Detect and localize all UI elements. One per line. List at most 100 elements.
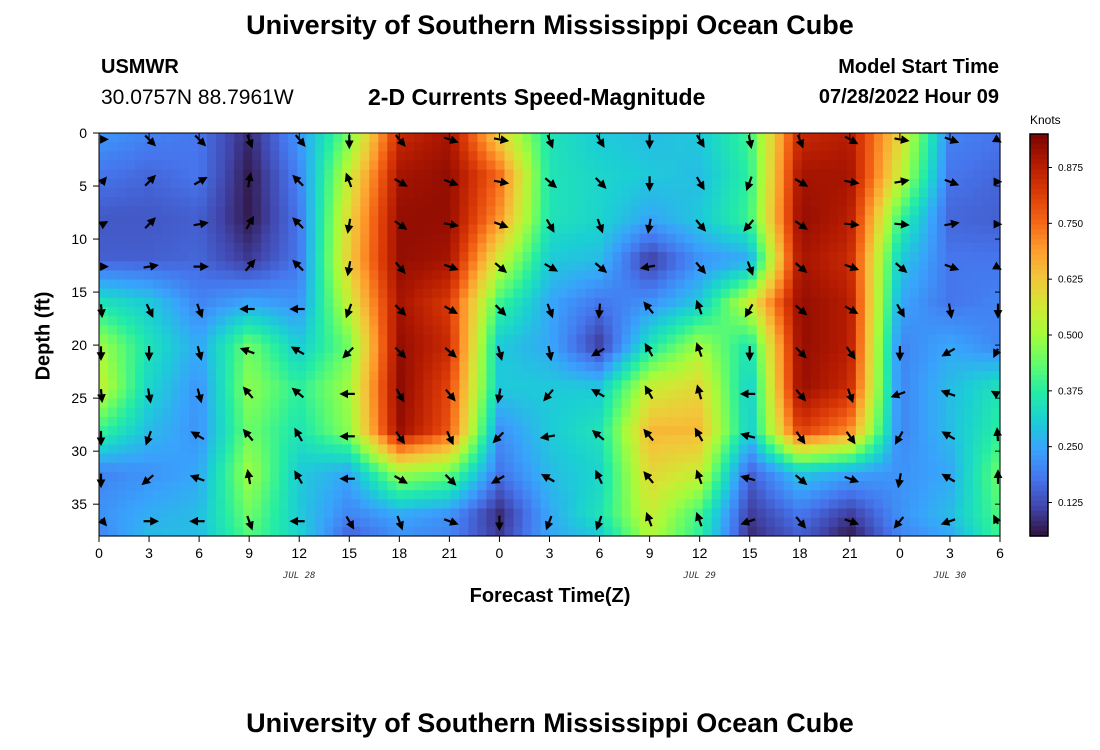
- heatmap-cell: [558, 462, 569, 473]
- heatmap-cell: [675, 160, 686, 171]
- heatmap-cell: [171, 416, 181, 427]
- heatmap-cell: [342, 288, 352, 299]
- heatmap-cell: [900, 352, 911, 363]
- heatmap-cell: [288, 325, 298, 336]
- heatmap-cell: [396, 407, 406, 418]
- current-arrow: [294, 470, 303, 485]
- heatmap-cells: [99, 133, 1001, 537]
- heatmap-cell: [783, 307, 794, 317]
- heatmap-cell: [207, 233, 217, 244]
- heatmap-cell: [765, 435, 776, 446]
- heatmap-cell: [396, 270, 406, 281]
- heatmap-cell: [837, 169, 848, 180]
- heatmap-cell: [693, 517, 704, 528]
- heatmap-cell: [810, 389, 821, 400]
- heatmap-cell: [135, 224, 145, 235]
- current-arrow: [643, 471, 654, 484]
- heatmap-cell: [594, 508, 605, 519]
- heatmap-cell: [900, 169, 911, 180]
- heatmap-cell: [387, 490, 397, 500]
- heatmap-cell: [531, 508, 542, 519]
- heatmap-cell: [468, 288, 479, 299]
- heatmap-cell: [909, 151, 920, 162]
- heatmap-cell: [774, 233, 785, 244]
- colorbar-swatch: [1030, 134, 1048, 140]
- heatmap-cell: [396, 187, 406, 198]
- heatmap-cell: [333, 490, 343, 500]
- heatmap-cell: [513, 224, 524, 235]
- heatmap-cell: [216, 407, 226, 418]
- heatmap-cell: [756, 352, 767, 363]
- heatmap-cell: [342, 224, 352, 235]
- heatmap-cell: [225, 435, 235, 446]
- heatmap-cell: [504, 361, 515, 372]
- heatmap-cell: [216, 261, 226, 271]
- heatmap-cell: [162, 426, 172, 436]
- heatmap-cell: [432, 526, 442, 537]
- heatmap-cell: [414, 444, 424, 455]
- heatmap-cell: [243, 187, 253, 198]
- heatmap-cell: [621, 133, 632, 143]
- heatmap-cell: [936, 416, 947, 427]
- heatmap-cell: [189, 325, 199, 336]
- heatmap-cell: [279, 307, 289, 317]
- heatmap-cell: [945, 224, 956, 235]
- heatmap-cell: [423, 490, 433, 500]
- heatmap-cell: [936, 361, 947, 372]
- heatmap-cell: [162, 307, 172, 317]
- heatmap-cell: [693, 325, 704, 336]
- heatmap-cell: [459, 252, 470, 262]
- colorbar-swatch: [1030, 199, 1048, 205]
- heatmap-cell: [702, 499, 713, 510]
- heatmap-cell: [306, 133, 316, 143]
- heatmap-cell: [270, 462, 280, 473]
- heatmap-cell: [405, 307, 415, 317]
- heatmap-cell: [504, 133, 515, 143]
- heatmap-cell: [927, 197, 938, 207]
- heatmap-cell: [369, 197, 379, 207]
- heatmap-cell: [639, 142, 650, 152]
- heatmap-cell: [234, 389, 244, 400]
- heatmap-cell: [324, 233, 334, 244]
- heatmap-cell: [846, 252, 857, 262]
- current-arrow: [242, 386, 254, 399]
- heatmap-cell: [171, 343, 181, 354]
- heatmap-cell: [855, 361, 866, 372]
- heatmap-cell: [459, 361, 470, 372]
- heatmap-cell: [729, 453, 740, 464]
- heatmap-cell: [936, 297, 947, 308]
- heatmap-cell: [801, 279, 812, 290]
- heatmap-cell: [369, 169, 379, 180]
- heatmap-cell: [846, 142, 857, 152]
- heatmap-cell: [486, 453, 497, 464]
- heatmap-cell: [810, 352, 821, 363]
- heatmap-cell: [972, 407, 983, 418]
- heatmap-cell: [900, 490, 911, 500]
- heatmap-cell: [315, 325, 325, 336]
- heatmap-cell: [234, 270, 244, 281]
- heatmap-cell: [738, 334, 749, 345]
- heatmap-cell: [198, 151, 208, 162]
- heatmap-cell: [774, 453, 785, 464]
- heatmap-cell: [612, 178, 623, 189]
- heatmap-cell: [315, 462, 325, 473]
- heatmap-cell: [225, 187, 235, 198]
- heatmap-cell: [666, 242, 677, 253]
- colorbar-swatch: [1030, 500, 1048, 507]
- heatmap-cell: [963, 160, 974, 171]
- heatmap-cell: [972, 499, 983, 510]
- heatmap-cell: [279, 352, 289, 363]
- heatmap-cell: [729, 435, 740, 446]
- heatmap-cell: [558, 215, 569, 226]
- heatmap-cell: [684, 334, 695, 345]
- heatmap-cell: [711, 270, 722, 281]
- heatmap-cell: [216, 371, 226, 381]
- heatmap-cell: [522, 499, 533, 510]
- heatmap-cell: [207, 416, 217, 427]
- heatmap-cell: [819, 151, 830, 162]
- heatmap-cell: [729, 224, 740, 235]
- heatmap-cell: [567, 252, 578, 262]
- heatmap-cell: [513, 407, 524, 418]
- heatmap-cell: [954, 160, 965, 171]
- heatmap-cell: [972, 481, 983, 491]
